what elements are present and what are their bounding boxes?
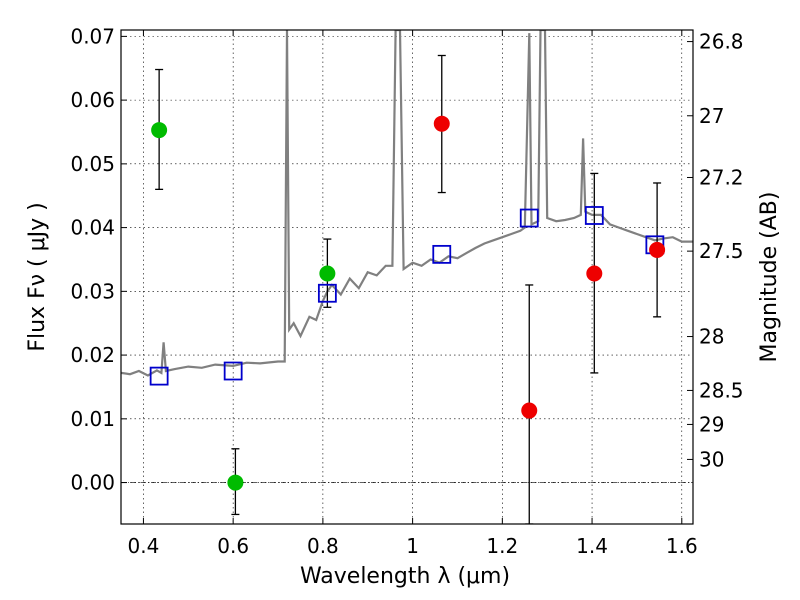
model-square <box>223 361 243 381</box>
x-axis-ticks: 0.4 0.6 0.8 1 1.2 1.4 1.6 <box>128 30 698 558</box>
red-photometry-point <box>649 241 666 258</box>
x-axis-label: Wavelength λ (μm) <box>300 564 510 589</box>
x-tick-label: 0.4 <box>128 534 160 558</box>
x-tick-label: 1 <box>406 534 419 558</box>
magnitude-tick-label: 29 <box>699 412 724 436</box>
y-axis-ticks: 0.00 0.01 0.02 0.03 0.04 0.05 0.06 0.07 <box>70 24 127 495</box>
y-tick-label: 0.04 <box>70 216 115 240</box>
green-photometry-point <box>319 265 336 282</box>
plot-frame <box>120 29 694 525</box>
x-tick-label: 1.6 <box>666 534 698 558</box>
y-tick-label: 0.06 <box>70 88 115 112</box>
red-photometry-point <box>433 115 450 132</box>
y-axis-label: Flux Fν ( μJy ) <box>25 202 50 351</box>
magnitude-tick-label: 27.2 <box>699 165 744 189</box>
model-square <box>519 208 539 228</box>
x-tick-label: 0.6 <box>217 534 249 558</box>
model-squares <box>149 206 665 386</box>
magnitude-tick-label: 30 <box>699 447 724 471</box>
y-tick-label: 0.02 <box>70 343 115 367</box>
model-square <box>584 206 604 225</box>
y-tick-label: 0.00 <box>70 471 115 495</box>
grid <box>121 30 693 524</box>
y-tick-label: 0.01 <box>70 407 115 431</box>
magnitude-axis-label: Magnitude (AB) <box>757 192 782 363</box>
photometry-points <box>151 115 666 491</box>
model-square <box>149 366 169 386</box>
x-tick-label: 1.4 <box>576 534 608 558</box>
magnitude-tick-label: 26.8 <box>699 30 744 54</box>
x-tick-label: 1.2 <box>486 534 518 558</box>
y-tick-label: 0.07 <box>70 24 115 48</box>
spectrum-line <box>121 30 693 377</box>
y-tick-label: 0.03 <box>70 279 115 303</box>
model-square <box>317 283 337 303</box>
magnitude-tick-label: 28.5 <box>699 378 744 402</box>
magnitude-tick-label: 28 <box>699 325 724 349</box>
green-photometry-point <box>227 474 244 491</box>
y-tick-label: 0.05 <box>70 152 115 176</box>
x-tick-label: 0.8 <box>307 534 339 558</box>
magnitude-tick-label: 27.5 <box>699 239 744 263</box>
red-photometry-point <box>521 402 538 419</box>
red-photometry-point <box>586 265 603 282</box>
model-square <box>432 244 452 264</box>
magnitude-axis-ticks: 26.8 27 27.2 27.5 28 28.5 29 30 <box>687 30 744 471</box>
error-bars <box>155 54 662 524</box>
green-photometry-point <box>151 122 168 139</box>
plot-area <box>121 30 693 524</box>
magnitude-tick-label: 27 <box>699 104 724 128</box>
